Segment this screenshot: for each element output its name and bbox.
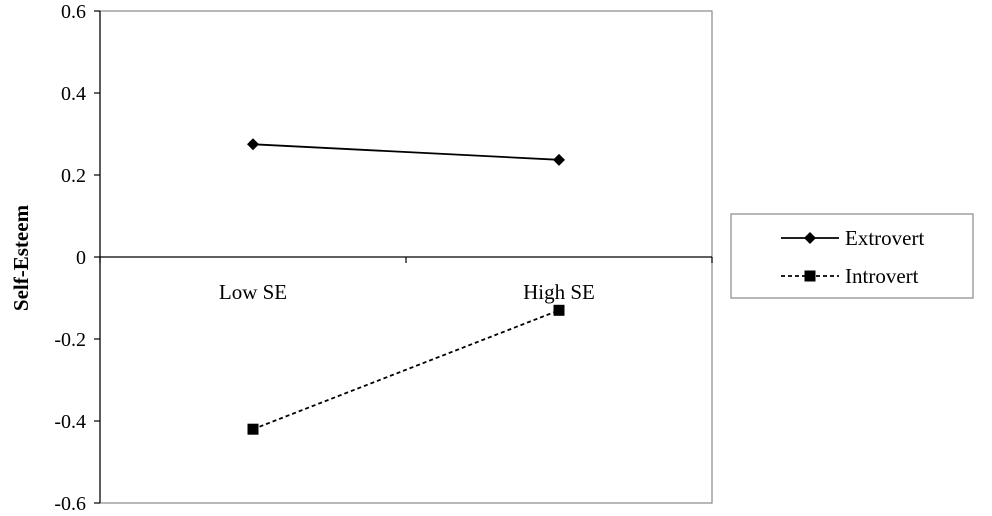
legend-marker xyxy=(804,232,816,244)
series-introvert xyxy=(247,304,565,435)
data-point xyxy=(553,153,565,166)
category-label: High SE xyxy=(523,280,595,304)
series-layer xyxy=(247,138,565,435)
legend: Extrovert Introvert xyxy=(730,213,974,299)
y-tick-label: 0.4 xyxy=(61,83,86,105)
legend-item-extrovert: Extrovert xyxy=(781,226,924,250)
legend-box xyxy=(730,213,974,299)
series-line xyxy=(252,309,560,431)
y-tick-label: 0 xyxy=(76,247,86,269)
series-extrovert xyxy=(247,138,565,166)
legend-item-introvert: Introvert xyxy=(781,264,919,288)
legend-marker xyxy=(804,270,816,282)
category-label: Low SE xyxy=(219,280,287,304)
y-tick-label: 0.2 xyxy=(61,165,86,187)
legend-label: Extrovert xyxy=(845,226,924,250)
plot-area: Low SE High SE xyxy=(99,10,713,504)
y-axis-title: Self-Esteem xyxy=(9,204,33,311)
series-line xyxy=(252,143,560,161)
data-point xyxy=(553,304,565,316)
y-tick-label: 0.6 xyxy=(61,1,86,23)
y-axis: 0.6 0.4 0.2 0 -0.2 -0.4 -0.6 xyxy=(54,1,101,515)
data-point xyxy=(247,423,259,435)
y-tick-label: -0.4 xyxy=(54,411,86,433)
legend-label: Introvert xyxy=(845,264,919,288)
y-tick-label: -0.6 xyxy=(54,493,86,515)
data-point xyxy=(247,138,259,151)
y-tick-label: -0.2 xyxy=(54,329,86,351)
